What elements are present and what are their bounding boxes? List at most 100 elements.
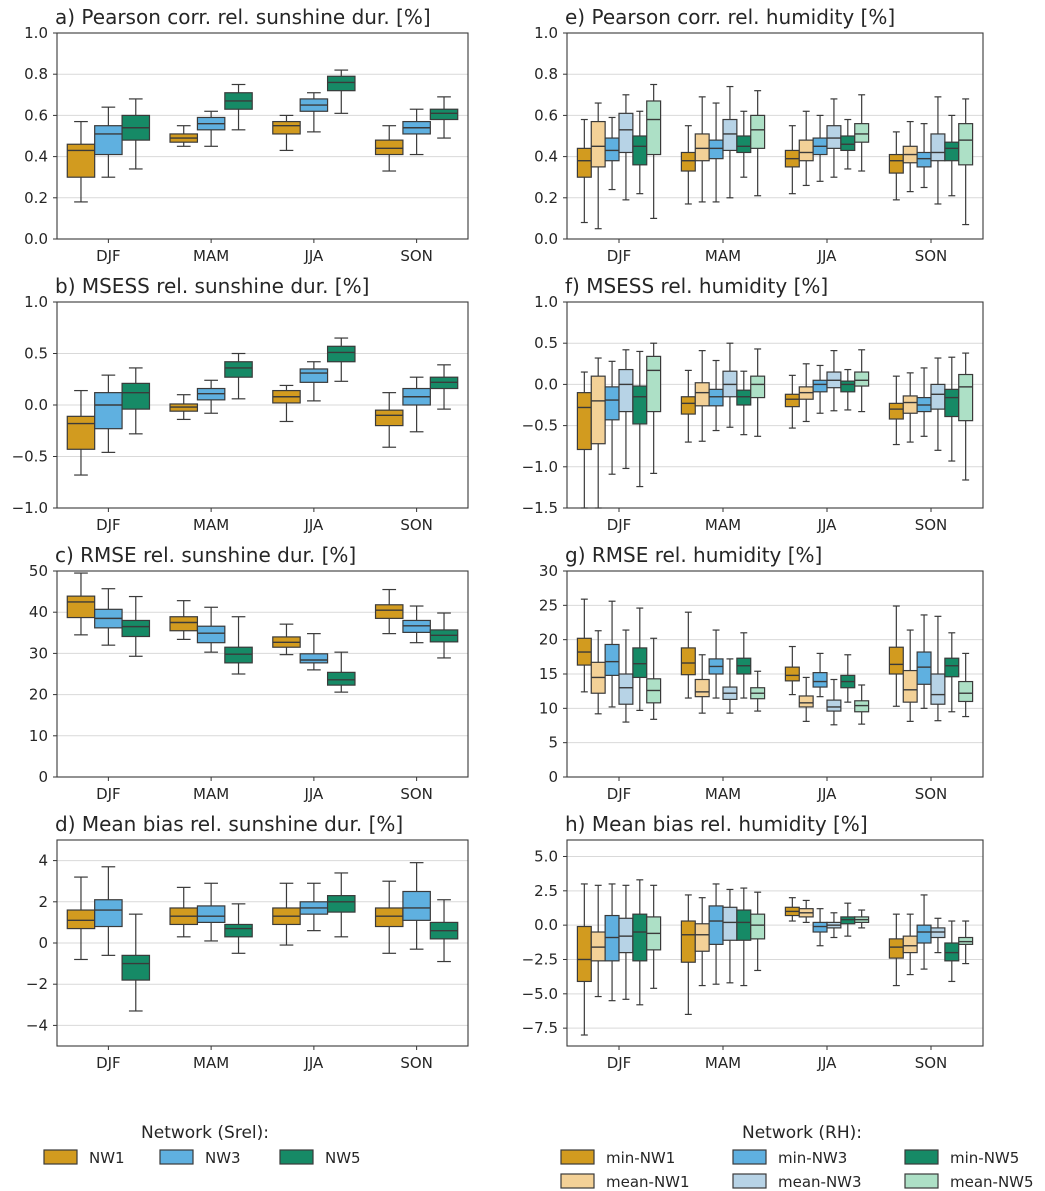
box-iqr [944, 388, 960, 418]
y-tick-label: 1.0 [534, 24, 558, 42]
box-iqr [632, 913, 648, 962]
box-iqr [888, 402, 904, 420]
panel-title: e) Pearson corr. rel. humidity [%] [565, 5, 895, 29]
x-tick-label: DJF [96, 785, 121, 803]
y-tick-label: 0 [38, 768, 48, 786]
y-tick-label: −7.5 [522, 1019, 558, 1037]
box-iqr [402, 890, 431, 921]
box-NW1-SON [374, 125, 404, 172]
box-mean-NW5-MAM [750, 670, 766, 712]
box-min-NW3-JJA [812, 652, 828, 698]
x-tick-label: SON [400, 785, 433, 803]
x-tick-label: MAM [193, 247, 229, 265]
box-iqr [722, 118, 738, 152]
box-min-NW3-JJA [812, 364, 828, 414]
box-iqr [632, 385, 648, 425]
box-iqr [750, 913, 766, 940]
box-iqr [326, 895, 356, 913]
box-mean-NW5-DJF [646, 83, 662, 219]
box-NW5-JJA [326, 69, 356, 114]
y-tick-label: 20 [29, 686, 48, 704]
box-NW5-SON [429, 364, 459, 410]
box-mean-NW1-MAM [694, 350, 710, 442]
box-iqr [854, 371, 870, 387]
box-iqr [798, 695, 814, 708]
box-mean-NW5-MAM [750, 891, 766, 972]
box-iqr [66, 909, 96, 930]
x-tick-label: JJA [817, 1054, 838, 1072]
box-NW3-JJA [299, 92, 329, 133]
box-iqr [902, 669, 918, 703]
box-NW5-MAM [224, 903, 253, 954]
box-NW1-JJA [272, 882, 301, 946]
box-iqr [826, 125, 842, 149]
box-mean-NW3-JJA [826, 350, 842, 412]
box-iqr [121, 954, 151, 981]
legend-swatch [560, 1149, 595, 1165]
legend-label: mean-NW3 [778, 1173, 862, 1191]
y-tick-label: 0.0 [534, 230, 558, 248]
box-min-NW3-MAM [708, 629, 724, 699]
box-min-NW5-JJA [840, 654, 856, 703]
box-min-NW3-SON [916, 123, 932, 189]
box-mean-NW1-SON [902, 629, 918, 722]
legend-label: mean-NW5 [950, 1173, 1034, 1191]
y-tick-label: 0.4 [24, 148, 48, 166]
plot-frame [566, 301, 984, 509]
x-tick-label: JJA [303, 1054, 324, 1072]
x-tick-label: MAM [193, 1054, 229, 1072]
box-NW3-JJA [299, 882, 329, 932]
box-mean-NW1-DJF [590, 102, 606, 230]
box-NW3-DJF [94, 588, 123, 646]
box-mean-NW5-DJF [646, 637, 662, 720]
box-mean-NW3-SON [930, 357, 946, 451]
plot-frame [56, 301, 469, 509]
box-min-NW3-MAM [708, 359, 724, 432]
box-min-NW5-JJA [840, 368, 856, 411]
box-mean-NW3-DJF [618, 629, 634, 723]
legend-entry-mean-NW3: mean-NW3 [732, 1173, 862, 1191]
box-min-NW5-JJA [840, 118, 856, 170]
y-tick-label: 0.8 [534, 65, 558, 83]
box-iqr [604, 643, 620, 676]
panel-f: f) MSESS rel. humidity [%] −1.5 −1.0 −0.5 0.… [522, 274, 984, 534]
box-mean-NW3-DJF [618, 884, 634, 1000]
box-iqr [121, 382, 151, 410]
box-NW1-SON [374, 588, 404, 635]
x-tick-label: SON [400, 247, 433, 265]
y-tick-label: 0.0 [24, 230, 48, 248]
box-mean-NW1-SON [902, 913, 918, 976]
y-tick-label: 0.0 [534, 916, 558, 934]
box-mean-NW3-MAM [722, 658, 738, 714]
box-iqr [618, 673, 634, 705]
box-min-NW1-JJA [784, 897, 800, 922]
box-iqr [916, 151, 932, 168]
y-tick-label: 4 [38, 852, 48, 870]
box-min-NW1-MAM [680, 611, 696, 699]
y-tick-label: 20 [539, 631, 558, 649]
box-iqr [576, 925, 592, 983]
legend-label: min-NW5 [950, 1149, 1019, 1167]
box-NW1-DJF [66, 389, 96, 476]
y-tick-label: −2.5 [522, 950, 558, 968]
box-NW1-JJA [272, 384, 301, 423]
panel-a: a) Pearson corr. rel. sunshine dur. [%] 0… [24, 5, 469, 265]
x-tick-label: MAM [193, 516, 229, 534]
box-iqr [66, 595, 96, 619]
box-iqr [680, 151, 696, 172]
box-min-NW5-SON [944, 920, 960, 983]
box-iqr [196, 625, 226, 644]
box-mean-NW3-DJF [618, 349, 634, 470]
box-iqr [576, 147, 592, 178]
box-NW5-DJF [121, 913, 151, 1012]
legend-swatch [159, 1149, 194, 1165]
y-tick-label: 0.6 [24, 106, 48, 124]
box-iqr [66, 415, 96, 450]
y-tick-label: −5.0 [522, 985, 558, 1003]
box-NW3-SON [402, 376, 431, 433]
box-iqr [930, 383, 946, 410]
box-iqr [902, 395, 918, 414]
box-min-NW1-DJF [576, 371, 592, 509]
y-tick-label: 0.0 [24, 396, 48, 414]
box-mean-NW5-SON [958, 98, 974, 226]
